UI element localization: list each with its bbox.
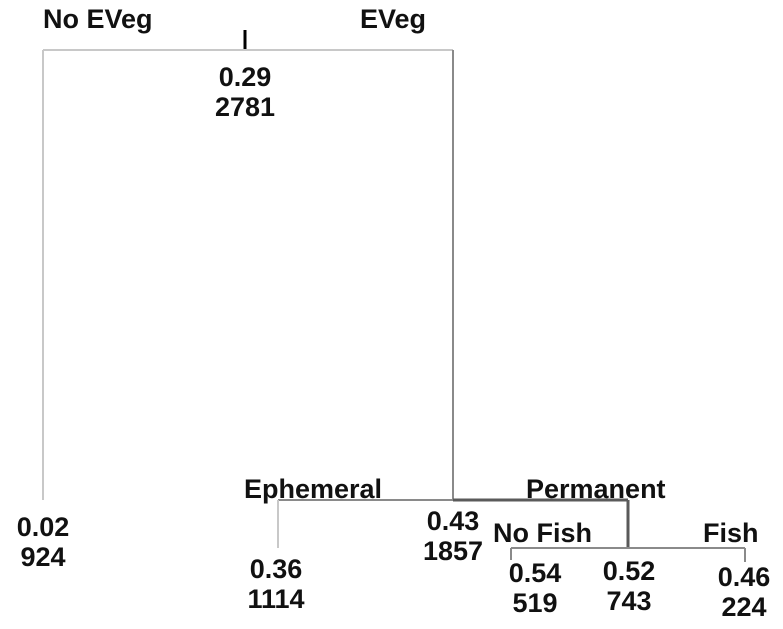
split-label-no-eveg: No EVeg: [43, 4, 153, 34]
root-node: 0.29 2781: [215, 62, 275, 122]
root-count: 2781: [214, 92, 276, 122]
leaf-ephemeral: 0.36 1114: [247, 554, 304, 614]
root-mean: 0.29: [218, 62, 272, 92]
leaf-no-eveg-mean: 0.02: [16, 512, 70, 542]
leaf-ephemeral-mean: 0.36: [249, 554, 303, 584]
leaf-fish-count: 224: [721, 592, 767, 622]
split-label-eveg: EVeg: [360, 4, 427, 34]
split-label-no-fish: No Fish: [493, 518, 592, 548]
split-label-ephemeral: Ephemeral: [244, 474, 383, 504]
leaf-no-fish-mean: 0.54: [508, 558, 562, 588]
leaf-no-eveg-count: 924: [20, 542, 66, 572]
node-eveg-count: 1857: [422, 536, 484, 566]
leaf-fish: 0.46 224: [718, 562, 771, 622]
leaf-no-fish: 0.54 519: [509, 558, 562, 618]
leaf-no-eveg: 0.02 924: [17, 512, 70, 572]
leaf-no-fish-count: 519: [512, 588, 558, 618]
leaf-fish-mean: 0.46: [717, 562, 771, 592]
node-eveg-mean: 0.43: [426, 506, 480, 536]
leaf-ephemeral-count: 1114: [247, 584, 305, 614]
node-permanent-count: 743: [606, 586, 652, 616]
node-permanent-mean: 0.52: [602, 556, 656, 586]
node-eveg: 0.43 1857: [423, 506, 483, 566]
split-label-fish: Fish: [703, 518, 759, 548]
node-permanent: 0.52 743: [603, 556, 656, 616]
split-label-permanent: Permanent: [526, 474, 666, 504]
